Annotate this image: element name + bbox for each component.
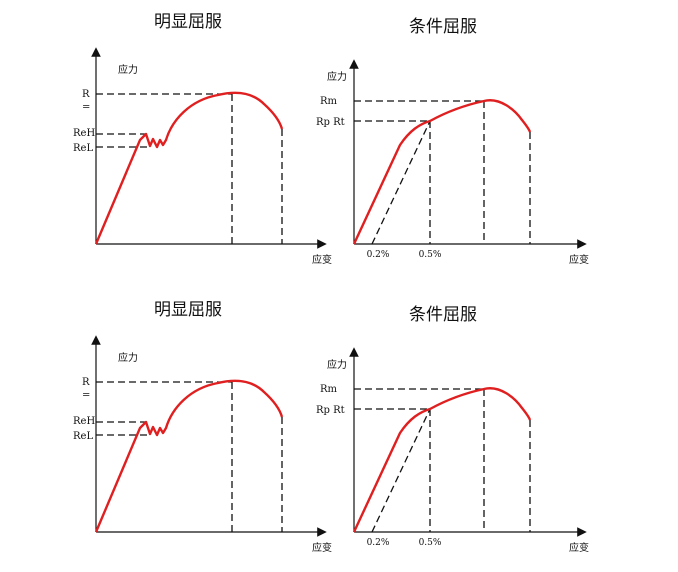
tick-label-0-2: 0.2% bbox=[367, 538, 390, 548]
tick-label-0-5: 0.5% bbox=[419, 250, 442, 260]
rm-label-bottom: = bbox=[82, 390, 90, 401]
y-axis-label: 应力 bbox=[327, 358, 347, 371]
stress-strain-curve bbox=[352, 387, 532, 533]
x-axis-label: 应变 bbox=[312, 253, 332, 266]
rp-label: Rp Rt bbox=[316, 405, 345, 416]
rm-label: Rm bbox=[320, 384, 338, 395]
rm-label: Rm bbox=[320, 96, 338, 107]
rel-label: ReL bbox=[73, 431, 93, 442]
x-axis-label: 应变 bbox=[312, 541, 332, 554]
x-axis-label: 应变 bbox=[569, 253, 589, 266]
panel-conditional-yield-top: 条件屈服 应力 应变 Rm Rp Rt 0.2% 0.5% bbox=[316, 17, 589, 266]
rm-label-top: R bbox=[82, 89, 90, 100]
tick-label-0-5: 0.5% bbox=[419, 538, 442, 548]
reh-label: ReH bbox=[73, 416, 95, 427]
panel-title: 明显屈服 bbox=[154, 300, 222, 320]
rel-label: ReL bbox=[73, 143, 93, 154]
stress-strain-curve bbox=[94, 91, 284, 245]
panel-title: 条件屈服 bbox=[409, 17, 477, 37]
rm-label-top: R bbox=[82, 377, 90, 388]
y-axis-label: 应力 bbox=[327, 70, 347, 83]
y-axis-label: 应力 bbox=[118, 351, 138, 364]
offset-line bbox=[371, 408, 431, 533]
stress-strain-curve bbox=[94, 379, 284, 533]
rp-label: Rp Rt bbox=[316, 117, 345, 128]
reh-label: ReH bbox=[73, 128, 95, 139]
panel-obvious-yield-bottom: 明显屈服 应力 应变 R = ReH ReL bbox=[73, 300, 332, 554]
y-axis-label: 应力 bbox=[118, 63, 138, 76]
x-axis-label: 应变 bbox=[569, 541, 589, 554]
panel-conditional-yield-bottom: 条件屈服 应力 应变 Rm Rp Rt 0.2% 0.5% bbox=[316, 305, 589, 554]
panel-title: 条件屈服 bbox=[409, 305, 477, 325]
tick-label-0-2: 0.2% bbox=[367, 250, 390, 260]
panel-obvious-yield-top: 明显屈服 应力 应变 R = ReH ReL bbox=[73, 12, 332, 266]
stress-strain-curve bbox=[352, 99, 532, 245]
panel-title: 明显屈服 bbox=[154, 12, 222, 32]
rm-label-bottom: = bbox=[82, 102, 90, 113]
offset-line bbox=[371, 120, 431, 245]
